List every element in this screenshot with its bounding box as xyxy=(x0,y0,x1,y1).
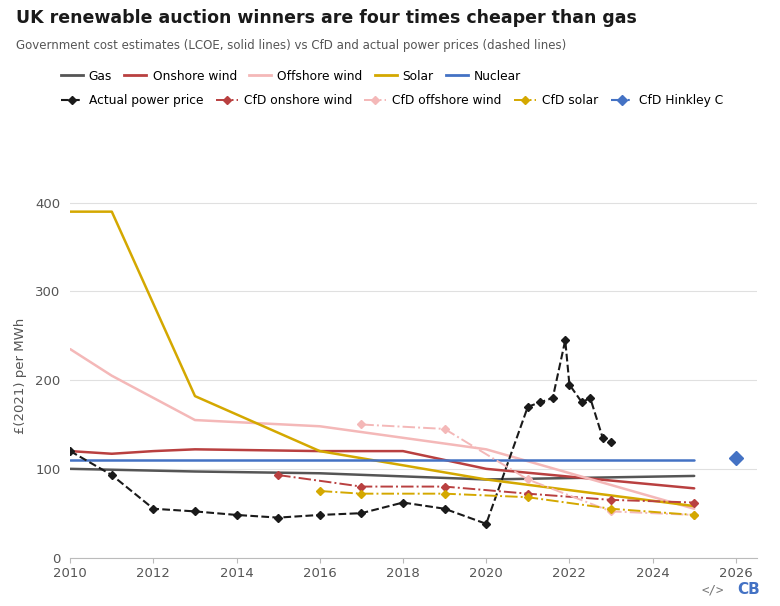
Legend: Actual power price, CfD onshore wind, CfD offshore wind, CfD solar, CfD Hinkley : Actual power price, CfD onshore wind, Cf… xyxy=(61,94,723,107)
Legend: Gas, Onshore wind, Offshore wind, Solar, Nuclear: Gas, Onshore wind, Offshore wind, Solar,… xyxy=(61,70,521,83)
Text: Government cost estimates (LCOE, solid lines) vs CfD and actual power prices (da: Government cost estimates (LCOE, solid l… xyxy=(16,39,566,52)
Text: CB: CB xyxy=(737,582,760,597)
Y-axis label: £(2021) per MWh: £(2021) per MWh xyxy=(14,318,27,434)
Text: </>: </> xyxy=(702,584,725,597)
Text: UK renewable auction winners are four times cheaper than gas: UK renewable auction winners are four ti… xyxy=(16,9,636,27)
